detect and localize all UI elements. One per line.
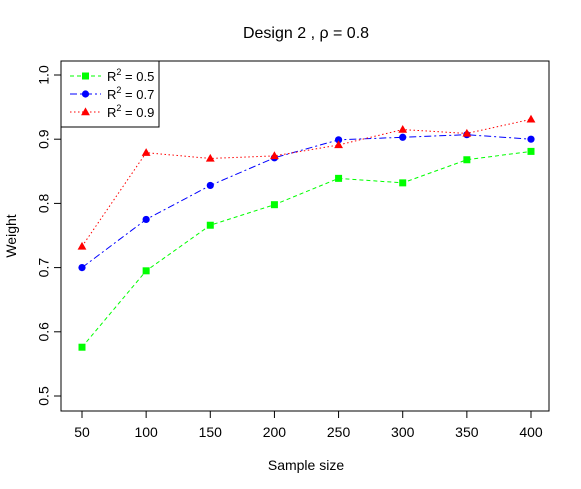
y-axis: 0.5 0.6 0.7 0.8 0.9 1.0: [36, 65, 62, 406]
data-point: [142, 267, 150, 275]
x-tick-label: 150: [199, 424, 223, 440]
data-point: [78, 343, 86, 351]
legend-item: R2 = 0.7: [70, 85, 154, 102]
x-axis: 50 100 150 200 250 300 350 400: [74, 410, 543, 440]
data-point: [206, 181, 214, 190]
data-point: [270, 151, 279, 160]
legend-label-base: R: [107, 87, 116, 102]
data-point: [141, 148, 151, 156]
legend-label: R2 = 0.7: [107, 85, 154, 102]
series-line: [81, 134, 532, 268]
data-point: [398, 124, 408, 133]
data-point: [526, 114, 536, 123]
data-point: [527, 147, 535, 155]
series-line: [81, 150, 532, 348]
legend-label-superscript: 2: [116, 103, 121, 113]
data-point: [206, 221, 214, 229]
data-point: [334, 140, 343, 149]
data-point: [462, 128, 472, 137]
x-tick-label: 200: [263, 424, 287, 440]
y-tick-label: 1.0: [36, 65, 52, 85]
x-tick-label: 100: [134, 424, 158, 440]
legend-label-rest: = 0.7: [121, 87, 154, 102]
y-tick-label: 0.5: [36, 386, 52, 406]
legend-item: R2 = 0.9: [70, 103, 154, 120]
data-point: [527, 135, 535, 143]
data-point: [334, 136, 343, 144]
x-axis-label: Sample size: [268, 457, 344, 473]
y-tick-label: 0.6: [36, 322, 52, 342]
legend-label-base: R: [107, 69, 116, 84]
y-tick-label: 0.9: [36, 129, 52, 149]
series-layer: [77, 114, 536, 351]
legend-label-superscript: 2: [116, 67, 121, 77]
x-tick-label: 250: [327, 424, 351, 440]
data-point: [77, 241, 87, 250]
data-point: [463, 156, 471, 164]
legend: R2 = 0.5R2 = 0.7R2 = 0.9: [60, 60, 160, 128]
data-point: [399, 133, 407, 141]
x-tick-label: 300: [391, 424, 415, 440]
x-tick-label: 50: [74, 424, 90, 440]
data-point: [270, 201, 278, 209]
chart-title: Design 2 , ρ = 0.8: [243, 25, 369, 42]
y-axis-label: Weight: [3, 214, 19, 257]
legend-marker: [81, 90, 90, 98]
data-point: [205, 153, 215, 162]
y-tick-label: 0.7: [36, 258, 52, 278]
legend-label-base: R: [107, 105, 116, 120]
series-1: [78, 147, 535, 351]
legend-marker: [82, 72, 89, 80]
data-point: [78, 264, 86, 272]
legend-label: R2 = 0.9: [107, 103, 154, 120]
data-point: [142, 215, 150, 224]
data-point: [335, 174, 343, 182]
data-point: [399, 179, 407, 187]
legend-box: [60, 60, 160, 128]
y-tick-label: 0.8: [36, 193, 52, 213]
legend-item: R2 = 0.5: [70, 67, 154, 84]
series-line: [81, 118, 532, 247]
legend-label-rest: = 0.9: [121, 105, 154, 120]
series-3: [77, 114, 536, 250]
legend-label-rest: = 0.5: [121, 69, 154, 84]
x-tick-label: 350: [455, 424, 479, 440]
x-tick-label: 400: [519, 424, 543, 440]
legend-label: R2 = 0.5: [107, 67, 154, 84]
legend-marker: [81, 107, 90, 116]
legend-label-superscript: 2: [116, 85, 121, 95]
